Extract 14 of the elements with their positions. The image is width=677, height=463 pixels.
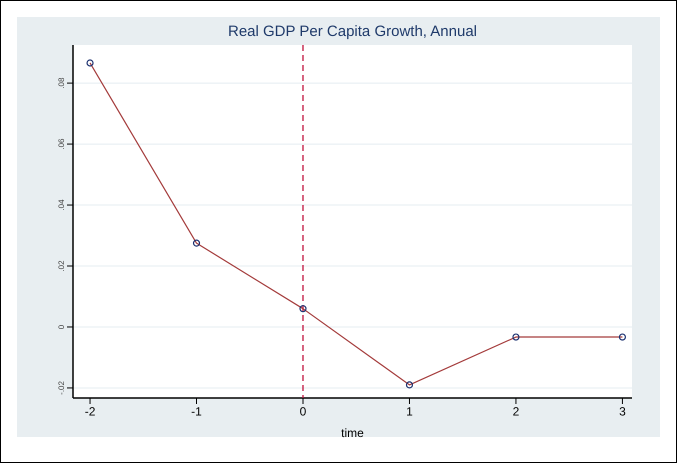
y-tick-label: -.02 xyxy=(56,380,66,395)
y-tick-label: .06 xyxy=(56,138,66,150)
x-tick-label: 1 xyxy=(406,404,414,419)
x-tick-label: 3 xyxy=(619,404,626,419)
y-tick-label: .02 xyxy=(56,260,66,272)
x-tick-label: 2 xyxy=(512,404,520,419)
y-tick-label: 0 xyxy=(56,324,66,330)
y-tick-label: .04 xyxy=(56,198,66,211)
y-tick-label: .08 xyxy=(56,76,66,89)
x-tick-label: -2 xyxy=(84,404,96,419)
x-tick-label: -1 xyxy=(191,404,202,419)
chart-title: Real GDP Per Capita Growth, Annual xyxy=(228,23,478,40)
x-tick-label: 0 xyxy=(300,404,307,419)
x-axis-title: time xyxy=(341,426,364,440)
